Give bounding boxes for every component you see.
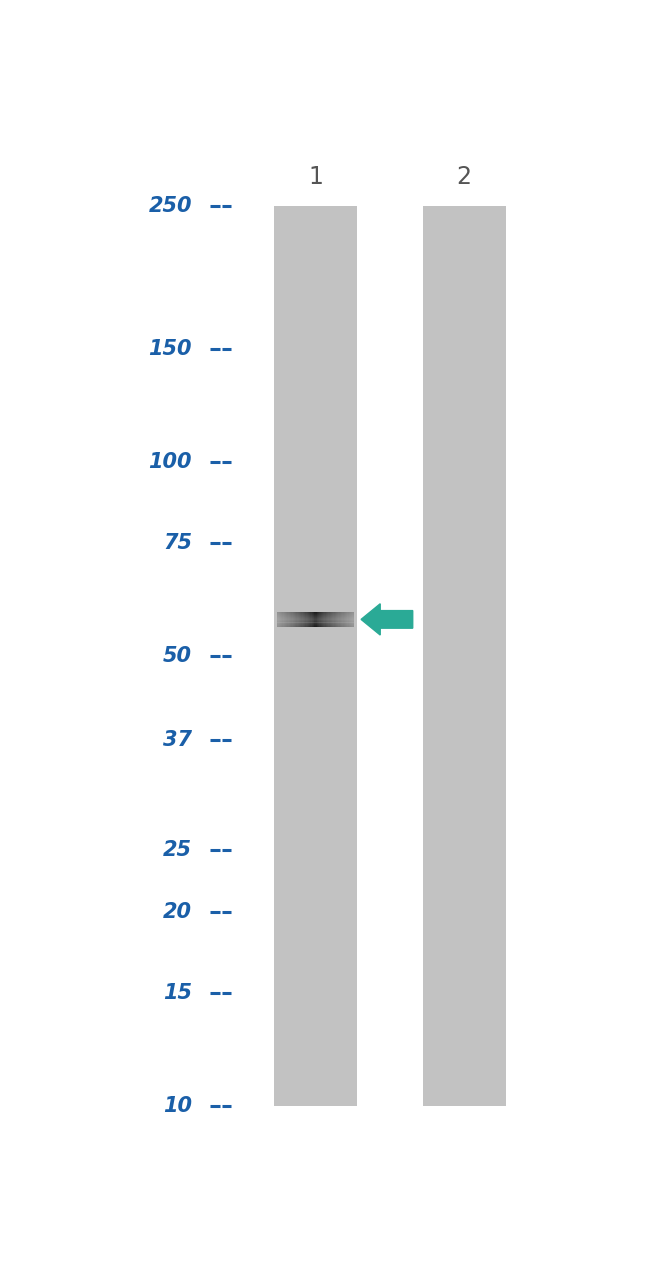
Bar (278, 612, 279, 627)
Bar (309, 612, 311, 627)
Bar (351, 612, 352, 627)
Bar (422, 206, 506, 1106)
Bar (350, 612, 351, 627)
Text: 37: 37 (163, 730, 192, 751)
Text: 1: 1 (308, 165, 323, 188)
Text: 25: 25 (163, 839, 192, 860)
Text: 50: 50 (163, 646, 192, 665)
Bar (294, 612, 295, 627)
Bar (323, 612, 324, 627)
Text: 20: 20 (163, 902, 192, 922)
Bar (335, 612, 336, 627)
Bar (340, 612, 341, 627)
Bar (339, 612, 340, 627)
Bar (346, 612, 347, 627)
Bar (295, 612, 296, 627)
Bar (308, 612, 309, 627)
Bar (289, 612, 290, 627)
Bar (296, 612, 298, 627)
Bar (315, 612, 317, 627)
Text: 150: 150 (149, 339, 192, 359)
Bar (282, 612, 283, 627)
Bar (318, 612, 319, 627)
Bar (336, 612, 337, 627)
Bar (299, 612, 300, 627)
Bar (306, 612, 307, 627)
Bar (317, 612, 318, 627)
Bar (311, 612, 313, 627)
Bar (313, 612, 315, 627)
Bar (344, 612, 345, 627)
Bar (311, 612, 312, 627)
Bar (332, 612, 333, 627)
Text: 2: 2 (456, 165, 472, 188)
Bar (343, 612, 344, 627)
Bar (302, 612, 303, 627)
Bar (281, 612, 282, 627)
Bar (298, 612, 299, 627)
Text: 15: 15 (163, 983, 192, 1002)
Bar (292, 612, 294, 627)
Bar (337, 612, 339, 627)
Bar (279, 612, 280, 627)
Bar (331, 612, 332, 627)
Bar (286, 612, 287, 627)
Text: 100: 100 (149, 452, 192, 472)
Bar (322, 612, 323, 627)
Bar (348, 612, 350, 627)
Text: 75: 75 (163, 532, 192, 552)
Bar (307, 612, 308, 627)
Bar (326, 612, 327, 627)
Bar (328, 612, 330, 627)
Bar (274, 206, 357, 1106)
Bar (303, 612, 304, 627)
Bar (352, 612, 354, 627)
Bar (314, 612, 315, 627)
Bar (330, 612, 331, 627)
Bar (327, 612, 328, 627)
Bar (341, 612, 343, 627)
Text: 250: 250 (149, 196, 192, 216)
Bar (283, 612, 285, 627)
Bar (347, 612, 348, 627)
Bar (304, 612, 306, 627)
Bar (320, 612, 322, 627)
Text: 10: 10 (163, 1096, 192, 1116)
Bar (290, 612, 291, 627)
Bar (291, 612, 292, 627)
Bar (319, 612, 320, 627)
Bar (280, 612, 281, 627)
Bar (333, 612, 335, 627)
FancyArrow shape (361, 603, 413, 635)
Bar (324, 612, 326, 627)
Bar (287, 612, 289, 627)
Bar (285, 612, 286, 627)
Bar (300, 612, 302, 627)
Bar (344, 612, 346, 627)
